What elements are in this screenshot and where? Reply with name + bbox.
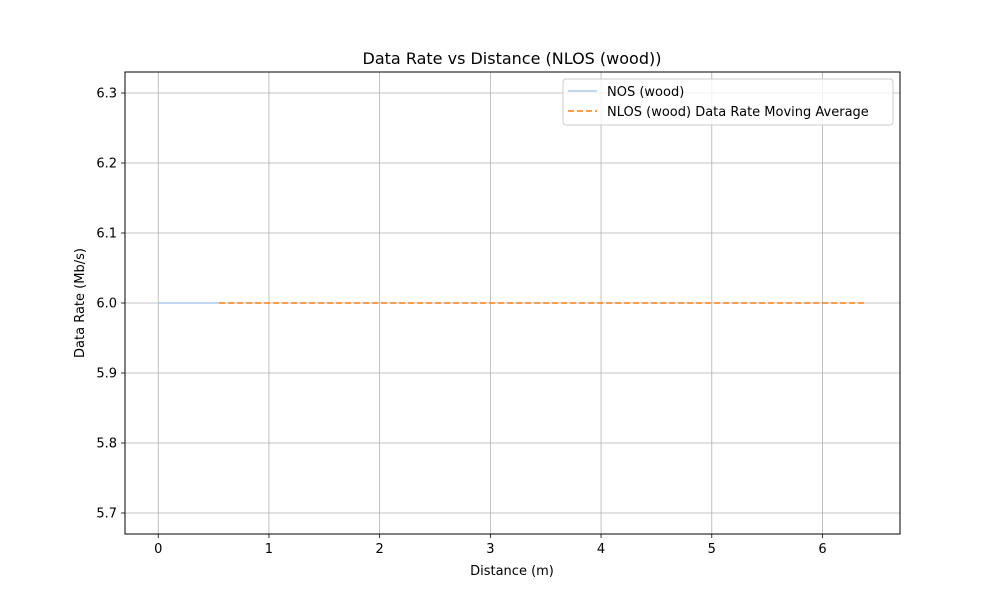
y-tick-label: 5.7 [96,507,117,522]
legend-label-nlos-wood: NOS (wood) [607,85,684,100]
y-axis-title: Data Rate (Mb/s) [73,248,88,358]
x-tick-label: 1 [265,542,273,557]
x-axis-title: Distance (m) [470,564,554,579]
y-tick-label: 6.3 [96,87,117,102]
x-tick-label: 0 [154,542,162,557]
y-tick-label: 5.9 [96,367,117,382]
axis-ticks: 0 1 2 3 4 5 6 5.7 5.8 5.9 6.0 6.1 6.2 6.3 [96,87,826,558]
legend: NOS (wood) NLOS (wood) Data Rate Moving … [562,78,894,126]
legend-label-moving-average: NLOS (wood) Data Rate Moving Average [607,105,869,120]
y-tick-label: 5.8 [96,437,117,452]
x-tick-label: 6 [818,542,826,557]
y-tick-label: 6.1 [96,227,117,242]
x-tick-label: 3 [486,542,494,557]
y-tick-label: 6.0 [96,297,117,312]
x-tick-label: 4 [597,542,605,557]
legend-box [562,78,894,126]
y-tick-label: 6.2 [96,157,117,172]
x-tick-label: 5 [708,542,716,557]
chart-title: Data Rate vs Distance (NLOS (wood)) [363,49,662,68]
x-tick-label: 2 [376,542,384,557]
